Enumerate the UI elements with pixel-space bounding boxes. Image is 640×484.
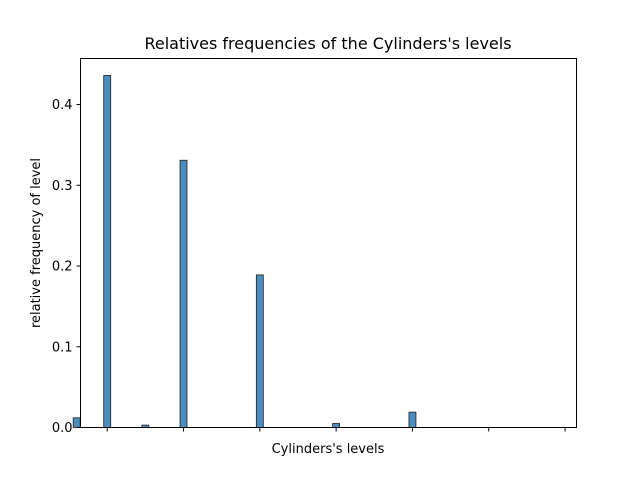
y-tick-label-0: 0.0 (52, 421, 73, 436)
y-axis-ticks: 0.0 0.1 0.2 0.3 0.4 (52, 98, 81, 436)
y-tick-label-2: 0.2 (52, 260, 73, 275)
y-tick-label-1: 0.1 (52, 340, 73, 355)
plot-area-frame (80, 58, 577, 428)
chart-title: Relatives frequencies of the Cylinders's… (144, 34, 511, 53)
bar-6 (408, 411, 417, 428)
y-axis-label: relative frequency of level (29, 158, 44, 328)
bars-layer (72, 75, 417, 428)
bar-4 (255, 274, 264, 428)
bar-0 (72, 417, 81, 428)
bar-1 (103, 75, 112, 428)
x-axis-ticks (106, 427, 566, 432)
bar-3 (179, 159, 188, 428)
bar-5 (332, 423, 341, 428)
y-tick-label-3: 0.3 (52, 179, 73, 194)
x-axis-label: Cylinders's levels (272, 442, 385, 457)
y-tick-label-4: 0.4 (52, 98, 73, 113)
